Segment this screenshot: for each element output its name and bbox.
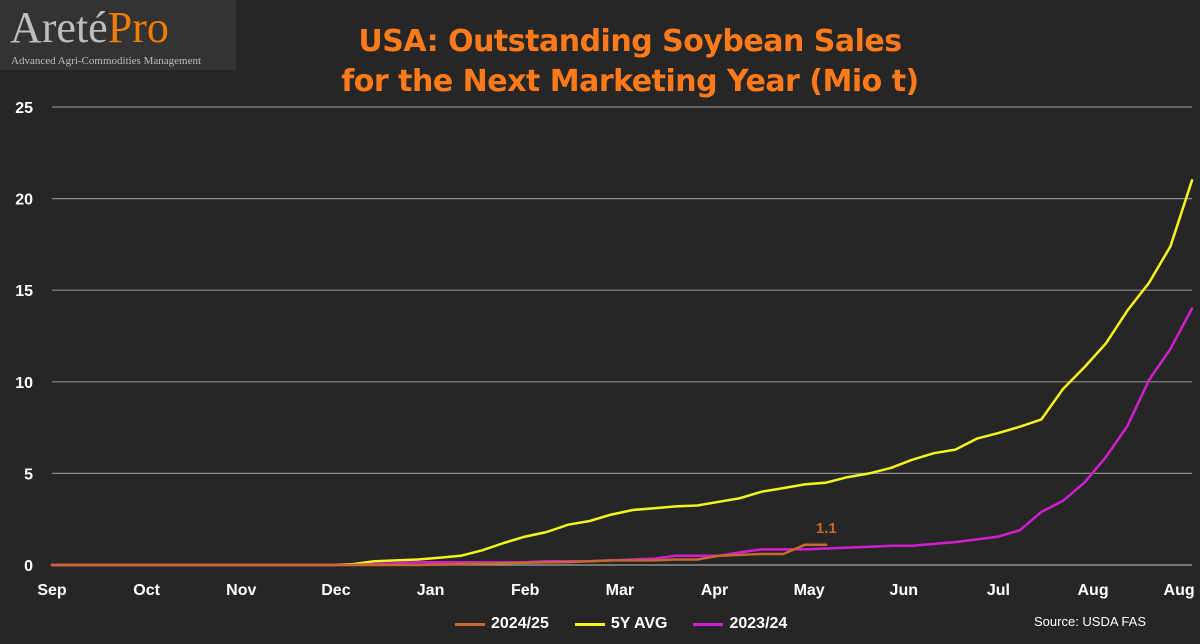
series-line-2024-25 bbox=[50, 543, 828, 567]
x-tick-label: Mar bbox=[606, 582, 634, 599]
series-line-2023-24 bbox=[50, 307, 1194, 567]
source-note: Source: USDA FAS bbox=[1034, 614, 1146, 629]
y-tick-label: 5 bbox=[24, 466, 33, 483]
legend-item: 5Y AVG bbox=[574, 615, 668, 633]
legend-item: 2023/24 bbox=[693, 615, 787, 633]
y-tick-label: 15 bbox=[15, 283, 33, 300]
logo: AretéPro Advanced Agri-Commodities Manag… bbox=[0, 0, 236, 70]
x-tick-label: Aug bbox=[1164, 582, 1195, 599]
legend-swatch bbox=[455, 622, 485, 626]
data-label: 1.1 bbox=[816, 520, 837, 537]
series-line-5y-avg bbox=[50, 179, 1194, 567]
x-tick-label: Feb bbox=[511, 582, 540, 599]
x-tick-label: Jul bbox=[987, 582, 1010, 599]
legend-swatch bbox=[693, 622, 724, 626]
x-tick-label: May bbox=[794, 582, 825, 599]
chart-legend: 2024/25 5Y AVG 2023/24 bbox=[455, 612, 813, 636]
x-tick-label: Nov bbox=[226, 582, 256, 599]
logo-tagline: Advanced Agri-Commodities Management bbox=[11, 55, 202, 67]
x-tick-label: Apr bbox=[701, 582, 729, 599]
logo-brand-accent: Pro bbox=[107, 3, 169, 52]
x-tick-label: Dec bbox=[321, 582, 350, 599]
legend-label: 2023/24 bbox=[729, 615, 788, 632]
legend-item: 2024/25 bbox=[455, 615, 549, 633]
legend-label: 2024/25 bbox=[491, 615, 549, 632]
chart-title-line2: for the Next Marketing Year (Mio t) bbox=[341, 64, 919, 99]
x-tick-label: Jan bbox=[417, 582, 445, 599]
x-tick-label: Oct bbox=[133, 582, 160, 599]
legend-swatch bbox=[574, 622, 605, 626]
y-tick-label: 20 bbox=[15, 192, 33, 209]
logo-wordmark: AretéPro bbox=[10, 4, 169, 52]
y-tick-label: 25 bbox=[15, 100, 33, 117]
x-tick-label: Sep bbox=[37, 582, 67, 599]
x-tick-label: Aug bbox=[1078, 582, 1109, 599]
y-tick-label: 0 bbox=[24, 558, 33, 575]
x-tick-label: Jun bbox=[890, 582, 918, 599]
legend-label: 5Y AVG bbox=[610, 615, 668, 632]
chart-title-line1: USA: Outstanding Soybean Sales bbox=[358, 24, 902, 59]
y-tick-label: 10 bbox=[15, 375, 33, 392]
logo-brand-main: Areté bbox=[10, 3, 108, 52]
